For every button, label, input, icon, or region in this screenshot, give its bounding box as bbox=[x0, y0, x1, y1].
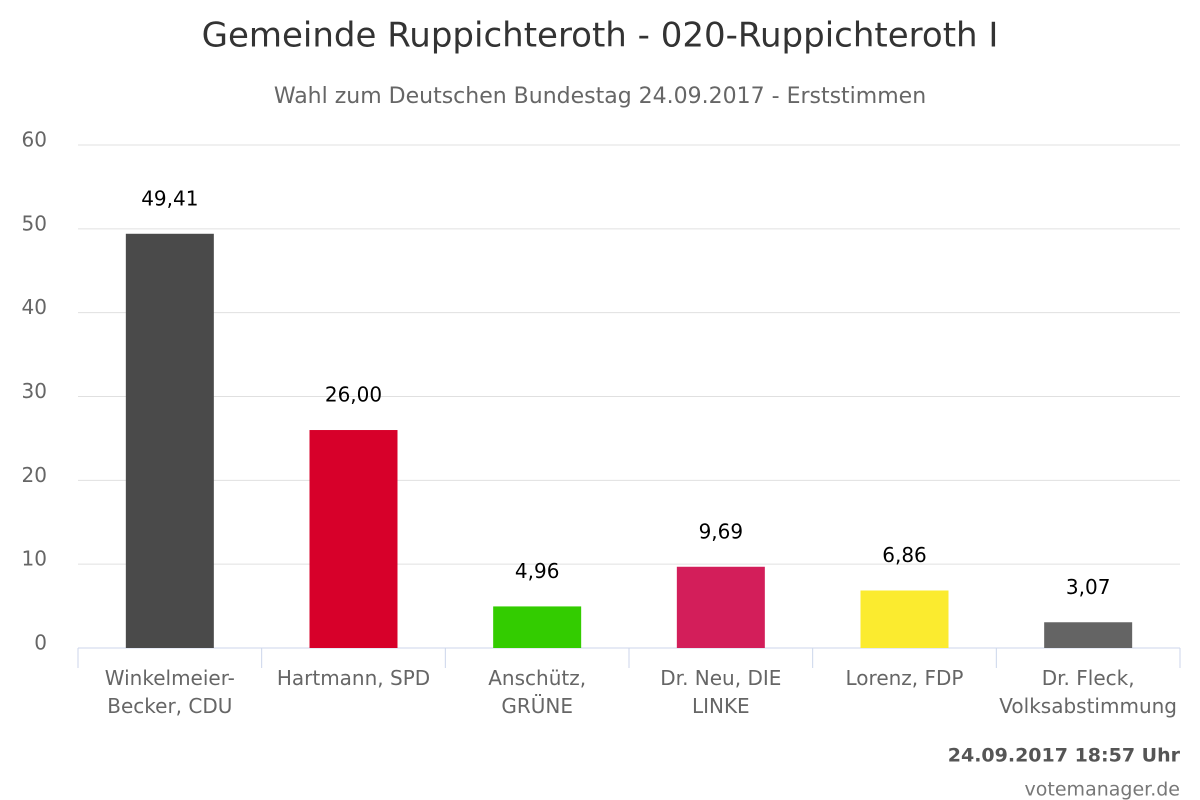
value-label: 9,69 bbox=[699, 519, 744, 543]
value-label: 49,41 bbox=[141, 186, 198, 210]
x-tick-label-line: Dr. Fleck, bbox=[1042, 666, 1135, 690]
x-tick-label-line: Becker, CDU bbox=[107, 694, 232, 718]
bar bbox=[125, 233, 214, 649]
bar bbox=[309, 430, 398, 648]
x-tick-label-line: Lorenz, FDP bbox=[846, 666, 964, 690]
y-tick-label: 10 bbox=[22, 547, 47, 571]
x-tick-label: Hartmann, SPD bbox=[277, 666, 430, 690]
bar bbox=[1044, 622, 1133, 648]
y-tick-label: 40 bbox=[22, 295, 47, 319]
timestamp: 24.09.2017 18:57 Uhr bbox=[948, 745, 1181, 767]
y-tick-label: 60 bbox=[22, 128, 47, 152]
x-tick-label-line: Dr. Neu, DIE bbox=[660, 666, 781, 690]
value-label: 3,07 bbox=[1066, 575, 1111, 599]
chart-subtitle: Wahl zum Deutschen Bundestag 24.09.2017 … bbox=[274, 84, 926, 109]
chart-title: Gemeinde Ruppichteroth - 020-Ruppichtero… bbox=[202, 16, 999, 56]
x-tick-label: Winkelmeier- Becker, CDU bbox=[105, 666, 235, 718]
x-tick-label-line: LINKE bbox=[692, 694, 750, 718]
x-tick-label-line: GRÜNE bbox=[501, 694, 573, 718]
bar bbox=[860, 590, 949, 648]
x-tick-label: Lorenz, FDP bbox=[846, 666, 964, 690]
y-tick-label: 30 bbox=[22, 379, 47, 403]
x-tick-label-line: Anschütz, bbox=[488, 666, 586, 690]
bar bbox=[493, 606, 582, 648]
y-tick-label: 0 bbox=[34, 631, 47, 655]
y-tick-label: 50 bbox=[22, 211, 47, 235]
bar bbox=[676, 566, 765, 648]
value-label: 26,00 bbox=[325, 383, 382, 407]
value-label: 6,86 bbox=[882, 543, 927, 567]
x-tick-label: Dr. Neu, DIE LINKE bbox=[660, 666, 781, 718]
x-tick-label: Dr. Fleck, Volksabstimmung bbox=[999, 666, 1177, 718]
x-tick-label-line: Winkelmeier- bbox=[105, 666, 235, 690]
x-tick-label-line: Hartmann, SPD bbox=[277, 666, 430, 690]
x-tick-label: Anschütz, GRÜNE bbox=[488, 666, 586, 718]
value-label: 4,96 bbox=[515, 559, 560, 583]
source: votemanager.de bbox=[1025, 779, 1180, 800]
y-tick-label: 20 bbox=[22, 463, 47, 487]
x-tick-label-line: Volksabstimmung bbox=[999, 694, 1177, 718]
